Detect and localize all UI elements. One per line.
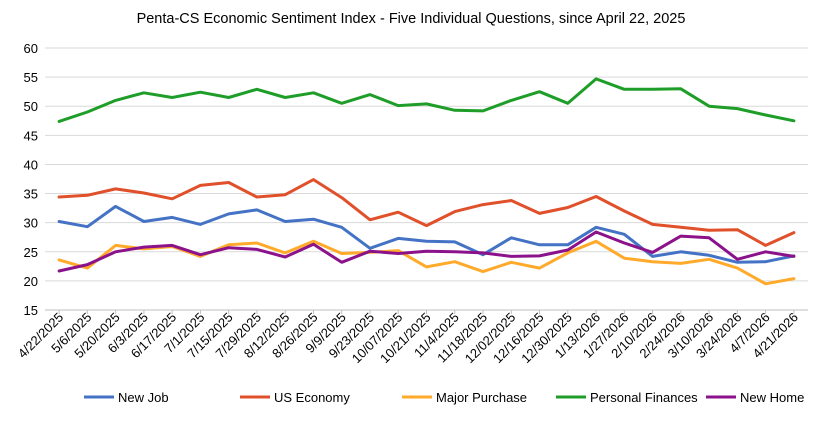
series-lines [57,77,796,286]
y-tick-label: 15 [24,303,38,318]
chart-title: Penta-CS Economic Sentiment Index - Five… [137,11,686,27]
y-tick-label: 25 [24,245,38,260]
legend-label: Personal Finances [590,390,698,405]
series-line-us-economy [57,178,796,247]
series-line-personal-finances [57,77,796,123]
series-line-new-home [57,230,796,273]
y-tick-label: 20 [24,274,38,289]
legend-label: New Job [118,390,169,405]
y-tick-label: 45 [24,128,38,143]
legend: New Job US Economy Major Purchase Personal … [84,390,804,405]
y-tick-label: 40 [24,157,38,172]
legend-label: US Economy [274,390,350,405]
axes: 152025303540455055604/22/20255/6/20255/2… [15,41,808,366]
series-line-new-job [57,204,796,264]
legend-label: Major Purchase [436,390,527,405]
y-tick-label: 35 [24,187,38,202]
legend-label: New Home [740,390,804,405]
gridlines [45,47,808,311]
y-tick-label: 30 [24,216,38,231]
series-line-major-purchase [57,239,796,286]
y-tick-label: 50 [24,99,38,114]
y-tick-label: 60 [24,41,38,56]
y-tick-label: 55 [24,70,38,85]
